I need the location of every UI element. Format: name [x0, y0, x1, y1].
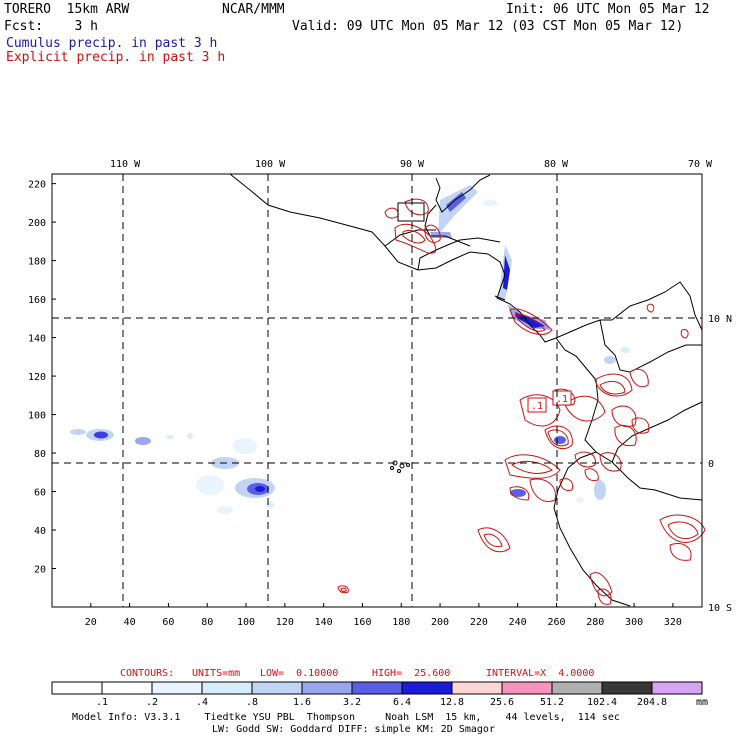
x-tick-label: 120 — [276, 617, 294, 628]
lon-labels: 110 W 100 W 90 W 80 W 70 W — [110, 159, 713, 170]
y-tick-label: 20 — [34, 565, 46, 576]
x-tick-label: 140 — [315, 617, 333, 628]
contour-label-1: .1 — [531, 401, 543, 412]
coastline — [229, 173, 703, 607]
y-tick-label: 140 — [28, 334, 46, 345]
y-tick-label: 200 — [28, 218, 46, 229]
colorbar-swatch — [651, 681, 703, 695]
lon-label: 80 W — [544, 159, 569, 170]
colorbar-swatch — [601, 681, 653, 695]
y-tick-label: 160 — [28, 295, 46, 306]
colorbar-level: 51.2 — [540, 697, 564, 708]
colorbar-level: 12.8 — [440, 697, 464, 708]
colorbar-level: 6.4 — [393, 697, 411, 708]
contours-high: HIGH= 25.600 — [372, 668, 451, 679]
x-tick-label: 320 — [664, 617, 682, 628]
colorbar-level: .4 — [196, 697, 208, 708]
colorbar-swatch — [51, 681, 103, 695]
y-tick-label: 120 — [28, 372, 46, 383]
lat-lon-grid — [52, 174, 702, 607]
x-tick-label: 180 — [392, 617, 410, 628]
contours-label: CONTOURS: — [120, 668, 175, 679]
lat-label: 10 N — [708, 314, 732, 325]
colorbar-swatch — [401, 681, 453, 695]
lon-label: 110 W — [110, 159, 141, 170]
x-tick-label: 300 — [625, 617, 643, 628]
lat-label: 0 — [708, 459, 714, 470]
map-frame — [51, 173, 703, 608]
x-tick-label: 100 — [237, 617, 255, 628]
x-tick-label: 260 — [547, 617, 565, 628]
colorbar-level: .1 — [96, 697, 108, 708]
model-title: TORERO 15km ARW — [4, 2, 130, 17]
lon-label: 100 W — [255, 159, 286, 170]
colorbar-level: 204.8 — [637, 697, 667, 708]
contours-units: UNITS=mm — [192, 668, 241, 679]
contour-label-boxes: .1 .1 — [397, 202, 572, 413]
cumulus-legend: Cumulus precip. in past 3 h — [6, 36, 218, 51]
colorbar-swatch — [101, 681, 153, 695]
lat-label: 10 S — [708, 603, 732, 614]
contour-label-2: .1 — [556, 394, 568, 405]
colorbar-swatch — [451, 681, 503, 695]
cumulus-precip-shading — [70, 185, 630, 514]
contours-interval: INTERVAL=X 4.0000 — [486, 668, 595, 679]
y-tick-label: 220 — [28, 180, 46, 191]
colorbar-swatch — [351, 681, 403, 695]
lon-label: 70 W — [688, 159, 713, 170]
color-bar: .1 .2 .4 .8 1.6 3.2 6.4 12.8 25.6 51.2 102.4 204.8 — [51, 681, 703, 708]
y-tick-label: 180 — [28, 257, 46, 268]
org-label: NCAR/MMM — [222, 2, 285, 17]
explicit-precip-contours — [337, 198, 706, 605]
colorbar-swatch — [551, 681, 603, 695]
x-tick-label: 40 — [124, 617, 136, 628]
explicit-legend: Explicit precip. in past 3 h — [6, 50, 226, 65]
forecast-hour: Fcst: 3 h — [4, 19, 98, 34]
colorbar-level: 102.4 — [587, 697, 617, 708]
valid-time: Valid: 09 UTC Mon 05 Mar 12 (03 CST Mon … — [292, 19, 684, 34]
colorbar-level: 1.6 — [293, 697, 311, 708]
x-tick-label: 60 — [162, 617, 174, 628]
init-time: Init: 06 UTC Mon 05 Mar 12 — [506, 2, 710, 17]
y-tick-label: 60 — [34, 488, 46, 499]
axes: 20 40 60 80 100 120 140 160 180 200 220 240 260 280 30… — [28, 180, 682, 628]
colorbar-swatch — [251, 681, 303, 695]
colorbar-level: .8 — [246, 697, 258, 708]
y-tick-label: 100 — [28, 411, 46, 422]
model-info: Model Info: V3.3.1 Tiedtke YSU PBL Thomp… — [72, 712, 620, 723]
y-tick-label: 80 — [34, 449, 46, 460]
colorbar-unit: mm — [696, 697, 709, 708]
x-tick-label: 80 — [201, 617, 213, 628]
model-physics: LW: Godd SW: Goddard DIFF: simple KM: 2D… — [212, 724, 495, 735]
x-tick-label: 220 — [470, 617, 488, 628]
x-tick-label: 20 — [85, 617, 97, 628]
x-tick-label: 280 — [586, 617, 604, 628]
y-tick-label: 40 — [34, 526, 46, 537]
colorbar-level: 3.2 — [343, 697, 361, 708]
colorbar-swatch — [201, 681, 253, 695]
colorbar-swatch — [301, 681, 353, 695]
lat-labels: 10 N 0 10 S — [708, 314, 732, 614]
x-tick-label: 240 — [509, 617, 527, 628]
colorbar-swatch — [501, 681, 553, 695]
x-tick-label: 160 — [353, 617, 371, 628]
colorbar-level: 25.6 — [490, 697, 514, 708]
x-tick-label: 200 — [431, 617, 449, 628]
lon-label: 90 W — [400, 159, 425, 170]
colorbar-swatch — [151, 681, 203, 695]
colorbar-level: .2 — [146, 697, 158, 708]
contours-low: LOW= 0.10000 — [260, 668, 339, 679]
